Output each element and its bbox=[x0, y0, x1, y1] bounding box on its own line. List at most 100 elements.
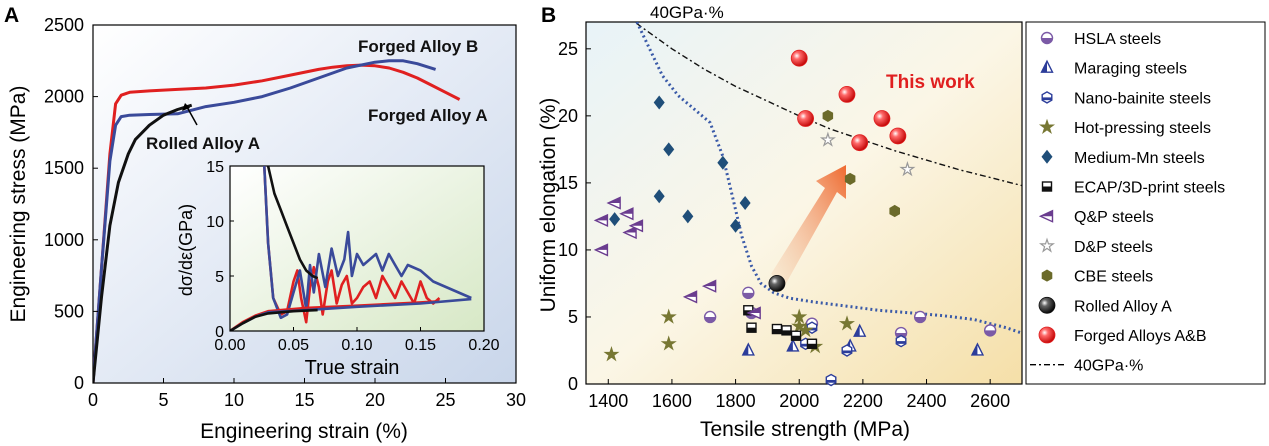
top-40gpa-label: 40GPa·% bbox=[650, 3, 724, 22]
panel-b-x-ticks: 1400 1600 1800 2000 2200 2400 2600 bbox=[588, 379, 1010, 411]
panel-a-label: A bbox=[4, 4, 19, 27]
legend: HSLA steels Maraging steels Nano-bainite s… bbox=[1030, 31, 1225, 375]
y-tick-label: 2500 bbox=[44, 15, 84, 35]
legend-marker-d-p-steels bbox=[1038, 237, 1056, 253]
point-q-p-steels bbox=[628, 219, 644, 233]
y-tick-label: 15 bbox=[558, 173, 578, 193]
legend-marker-hsla-steels bbox=[1040, 31, 1054, 45]
inset-x-tick-label: 0.15 bbox=[405, 337, 436, 354]
legend-marker-cbe-steels bbox=[1041, 269, 1053, 282]
point-hot-pressing-steels bbox=[660, 335, 677, 351]
point-q-p-steels bbox=[746, 306, 761, 320]
x-tick-label: 1800 bbox=[716, 391, 756, 411]
point-forged-alloys-a-b bbox=[873, 110, 891, 127]
series-line-rolled-alloy-a bbox=[93, 103, 193, 383]
legend-item-hsla-steels: HSLA steels bbox=[1040, 31, 1161, 48]
legend-label: Rolled Alloy A bbox=[1074, 298, 1172, 315]
inset-y-tick-label: 5 bbox=[215, 269, 224, 286]
inset-y-tick-label: 0 bbox=[215, 324, 224, 341]
legend-label: HSLA steels bbox=[1074, 31, 1161, 48]
point-cbe-steels bbox=[822, 109, 834, 122]
inset-y-tick-label: 15 bbox=[206, 159, 224, 176]
point-forged-alloys-a-b bbox=[889, 127, 907, 145]
inset-y-ticks: 0 5 10 15 bbox=[206, 159, 234, 341]
point-nano-bainite-steels bbox=[825, 373, 837, 387]
point-q-p-steels bbox=[593, 243, 609, 257]
point-hot-pressing-steels bbox=[660, 308, 677, 324]
annotation-forged-alloy-a: Forged Alloy A bbox=[368, 106, 488, 125]
panel-a-y-ticks: 0 500 1000 1500 2000 2500 bbox=[44, 15, 98, 393]
legend-item-d-p-steels: D&P steels bbox=[1038, 237, 1153, 256]
annotation-forged-alloy-b: Forged Alloy B bbox=[358, 37, 478, 56]
panel-b-x-label: Tensile strength (MPa) bbox=[700, 418, 910, 441]
annotation-rolled-alloy-a: Rolled Alloy A bbox=[146, 134, 260, 153]
legend-marker-nano-bainite-steels bbox=[1041, 91, 1053, 104]
point-d-p-steels bbox=[899, 161, 916, 177]
series-line-forged-alloy-a bbox=[93, 63, 461, 383]
legend-marker-forged-alloys-a-b bbox=[1038, 326, 1056, 344]
point-maraging-steels bbox=[786, 338, 800, 352]
legend-item-q-p-steels: Q&P steels bbox=[1038, 209, 1154, 226]
x-tick-label: 10 bbox=[224, 390, 244, 410]
legend-label: Medium-Mn steels bbox=[1074, 150, 1205, 167]
inset-x-ticks: 0.00 0.05 0.10 0.15 0.20 bbox=[214, 327, 500, 354]
point-hot-pressing-steels bbox=[838, 315, 855, 331]
point-medium-mn-steels bbox=[739, 196, 751, 210]
y-tick-label: 1000 bbox=[44, 230, 84, 250]
point-medium-mn-steels bbox=[653, 95, 665, 110]
point-cbe-steels bbox=[889, 204, 900, 218]
point-q-p-steels bbox=[606, 196, 621, 210]
x-tick-label: 5 bbox=[158, 390, 168, 410]
legend-label: Nano-bainite steels bbox=[1074, 90, 1211, 107]
point-medium-mn-steels bbox=[730, 218, 742, 233]
x-tick-label: 2400 bbox=[907, 391, 947, 411]
40gpa-reference-line bbox=[633, 22, 1022, 187]
y-tick-label: 10 bbox=[558, 240, 578, 260]
panel-a-y-label: Engineering stress (MPa) bbox=[7, 86, 30, 323]
x-tick-label: 15 bbox=[294, 390, 314, 410]
inset-series bbox=[230, 166, 472, 331]
panel-a-series bbox=[93, 59, 461, 383]
legend-item-nano-bainite-steels: Nano-bainite steels bbox=[1041, 90, 1211, 107]
point-hot-pressing-steels bbox=[603, 346, 620, 362]
series-line-forged-alloy-b bbox=[93, 59, 437, 383]
legend-item-ecap-3d-print-steels: ECAP/3D-print steels bbox=[1041, 180, 1225, 197]
legend-label: Forged Alloys A&B bbox=[1074, 328, 1207, 345]
inset-curve-0 bbox=[263, 166, 441, 324]
point-medium-mn-steels bbox=[682, 209, 694, 224]
x-tick-label: 0 bbox=[88, 390, 98, 410]
legend-marker-medium-mn-steels bbox=[1041, 149, 1053, 164]
point-cbe-steels bbox=[844, 172, 856, 185]
point-rolled-alloy-a bbox=[768, 275, 786, 292]
panel-a-x-ticks: 0 5 10 15 20 25 30 bbox=[88, 378, 526, 410]
inset-curve-5 bbox=[230, 308, 318, 331]
inset-curve-2 bbox=[266, 166, 319, 280]
legend-item-medium-mn-steels: Medium-Mn steels bbox=[1041, 149, 1205, 167]
this-work-label: This work bbox=[886, 72, 975, 93]
point-ecap-3d-print-steels bbox=[806, 338, 818, 349]
panel-b-lines bbox=[633, 22, 1022, 335]
point-q-p-steels bbox=[622, 225, 637, 240]
point-q-p-steels bbox=[701, 279, 717, 293]
inset-x-tick-label: 0.05 bbox=[278, 337, 309, 354]
y-tick-label: 500 bbox=[54, 301, 84, 321]
trend-arrow bbox=[771, 165, 846, 287]
panel-b-y-ticks: 0 5 10 15 20 25 bbox=[558, 39, 591, 394]
inset-plot-area bbox=[229, 165, 485, 332]
point-hsla-steels bbox=[913, 310, 927, 324]
panel-b-label: B bbox=[541, 4, 556, 27]
y-tick-label: 5 bbox=[568, 307, 578, 327]
point-q-p-steels bbox=[682, 290, 698, 304]
annotation-arrow-line bbox=[186, 106, 198, 126]
point-nano-bainite-steels bbox=[895, 334, 907, 348]
legend-item-cbe-steels: CBE steels bbox=[1041, 269, 1153, 286]
legend-item-rolled-alloy-a: Rolled Alloy A bbox=[1038, 296, 1172, 315]
point-maraging-steels bbox=[741, 342, 755, 356]
legend-item-40gpa: 40GPa·% bbox=[1030, 358, 1143, 375]
point-ecap-3d-print-steels bbox=[746, 322, 757, 333]
legend-label: 40GPa·% bbox=[1074, 358, 1143, 375]
boundary-dotted-line bbox=[635, 22, 1022, 335]
point-ecap-3d-print-steels bbox=[790, 330, 802, 341]
y-tick-label: 0 bbox=[568, 374, 578, 394]
x-tick-label: 2000 bbox=[779, 391, 819, 411]
